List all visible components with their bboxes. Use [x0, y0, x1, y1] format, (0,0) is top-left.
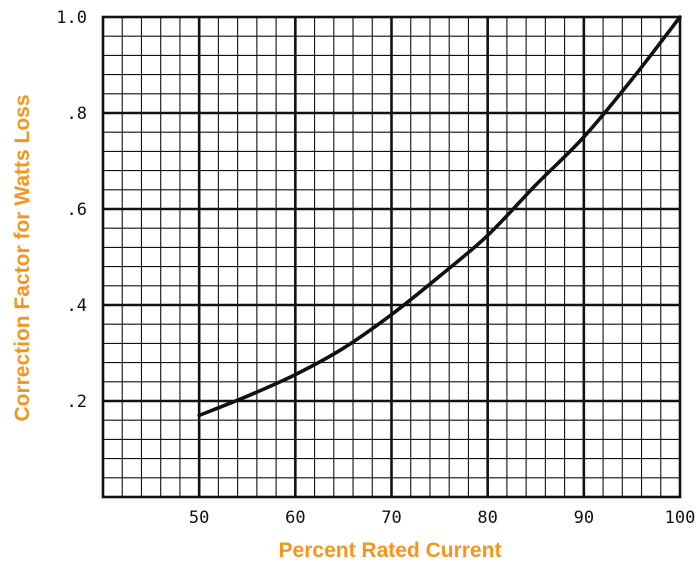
- grid: [101, 15, 682, 499]
- tick-labels: 50 60 70 80 90 100 .2 .4 .6 .8 1.0: [56, 8, 695, 528]
- x-tick-label: 100: [665, 508, 696, 528]
- series-line-0: [197, 15, 682, 418]
- x-tick-label: 70: [381, 508, 401, 528]
- x-tick-label: 60: [285, 508, 305, 528]
- series: [197, 15, 682, 418]
- x-tick-label: 50: [189, 508, 209, 528]
- x-tick-label: 90: [574, 508, 594, 528]
- y-tick-label: 1.0: [56, 8, 87, 28]
- y-tick-label: .8: [67, 104, 87, 124]
- y-tick-label: .4: [67, 296, 87, 316]
- x-axis-title: Percent Rated Current: [279, 539, 502, 562]
- y-axis-title: Correction Factor for Watts Loss: [11, 94, 34, 421]
- plot-frame: [101, 15, 682, 499]
- y-tick-label: .2: [67, 392, 87, 412]
- x-tick-label: 80: [477, 508, 497, 528]
- y-tick-label: .6: [67, 200, 87, 220]
